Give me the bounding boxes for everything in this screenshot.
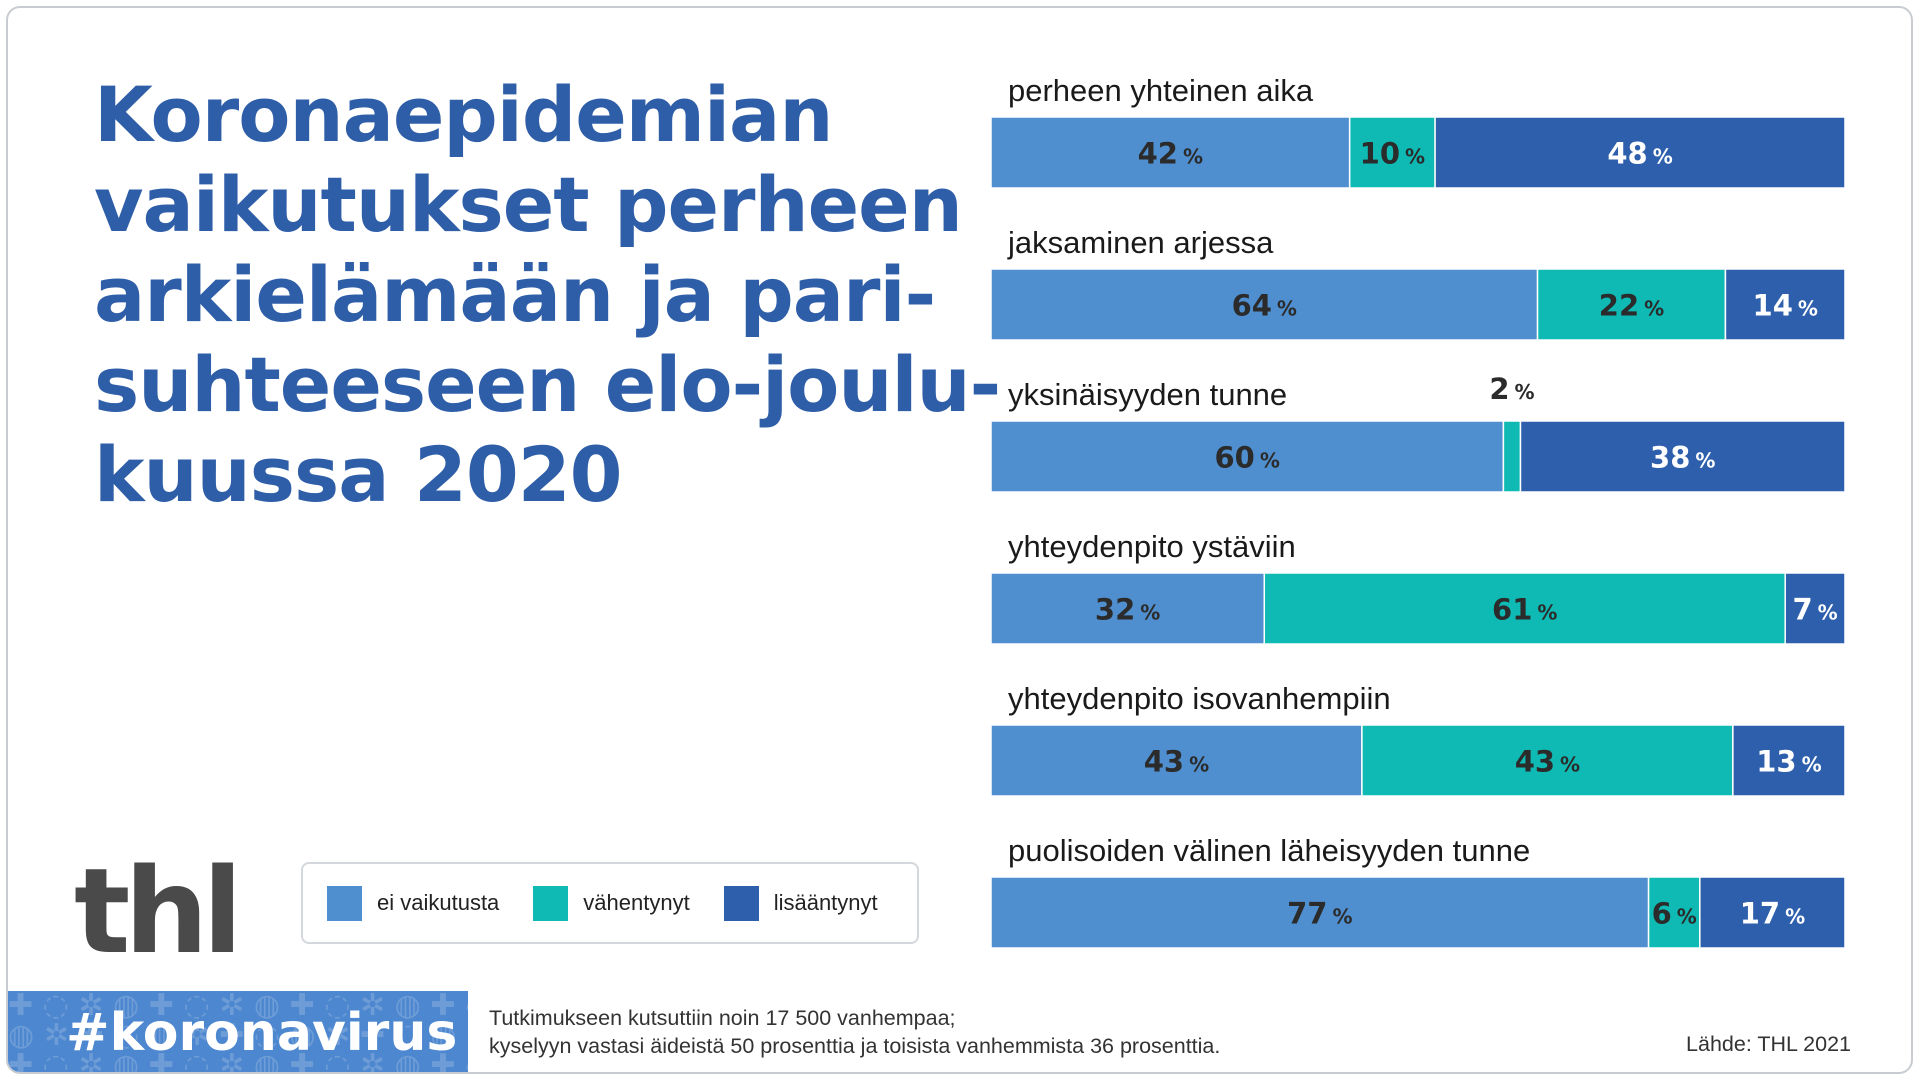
bar-segment-vahentynyt	[1647, 876, 1701, 949]
data-label: 38%	[1650, 441, 1715, 475]
bar-row: jaksaminen arjessa 64% 22% 14%	[990, 225, 1846, 341]
category-label: puolisoiden välinen läheisyyden tunne	[1008, 833, 1530, 868]
source-label: Lähde: THL 2021	[1686, 1032, 1851, 1056]
category-label: perheen yhteinen aika	[1008, 73, 1314, 108]
bar-segment-lisaantynyt	[1784, 572, 1846, 645]
category-label: yhteydenpito ystäviin	[1008, 529, 1296, 564]
data-label: 6%	[1652, 897, 1697, 931]
banner-pattern: ✚ ◌ ✲ ◍ ✚ ◌ ✲ ◍ ✚ ◌ ✲ ◍ ✚ ◌ ✲◍ ✲ ✚ ◌ ◍ ✲…	[8, 991, 468, 1074]
bar-segment-lisaantynyt	[1519, 420, 1846, 493]
data-label: 32%	[1095, 593, 1160, 627]
bar-segment-vahentynyt	[1348, 116, 1436, 189]
data-label: 10%	[1360, 137, 1425, 171]
bar-segment-ei-vaikutusta	[990, 876, 1650, 949]
title-line: kuussa 2020	[94, 430, 623, 519]
bar-segment-lisaantynyt	[1724, 268, 1846, 341]
bar-segment-ei-vaikutusta	[990, 268, 1539, 341]
bar-row: yksinäisyyden tunne 60 % 2 % 38%	[990, 372, 1846, 493]
infographic-card: Koronaepidemian vaikutukset perheen arki…	[6, 6, 1913, 1074]
footnote-line: Tutkimukseen kutsuttiin noin 17 500 vanh…	[489, 1006, 956, 1030]
bar-segment-ei-vaikutusta	[990, 572, 1266, 645]
legend-swatch	[723, 885, 759, 921]
data-label: 17%	[1740, 897, 1805, 931]
data-label: 77%	[1287, 897, 1352, 931]
hashtag-text: #koronavirus	[66, 1003, 458, 1063]
data-label: 22%	[1599, 289, 1664, 323]
data-label: 48%	[1607, 137, 1672, 171]
data-label: 61%	[1492, 593, 1557, 627]
bar-segment-vahentynyt	[1502, 420, 1522, 493]
legend-label: vähentynyt	[583, 890, 690, 915]
data-label: 64%	[1232, 289, 1297, 323]
bar-segment-vahentynyt	[1361, 724, 1734, 797]
bar-row: yhteydenpito ystäviin 32% 61% 7%	[990, 529, 1846, 645]
bar-segment-ei-vaikutusta	[990, 420, 1505, 493]
legend-label: lisääntynyt	[773, 890, 878, 915]
stacked-bar-chart: perheen yhteinen aika 42% 10% 48 % jaksaminen…	[990, 73, 1846, 949]
bar-segment-ei-vaikutusta	[990, 116, 1351, 189]
data-label: 42%	[1138, 137, 1203, 171]
chart-legend: ei vaikutusta vähentynyt lisääntynyt	[301, 862, 919, 944]
data-label: 14%	[1753, 289, 1818, 323]
bar-segment-lisaantynyt	[1732, 724, 1846, 797]
bar-segment-lisaantynyt	[1434, 116, 1846, 189]
data-label: 43%	[1144, 745, 1209, 779]
data-label: 43%	[1515, 745, 1580, 779]
category-label: jaksaminen arjessa	[1007, 225, 1274, 260]
legend-item-vahentynyt: vähentynyt	[533, 885, 690, 921]
data-label: 60%	[1214, 441, 1279, 475]
thl-logo: thl	[74, 842, 243, 980]
bar-segment-lisaantynyt	[1699, 876, 1846, 949]
data-label: 2%	[1489, 372, 1534, 406]
bar-row: yhteydenpito isovanhempiin 43% 43% 13%	[990, 681, 1846, 797]
bar-segment-ei-vaikutusta	[990, 724, 1363, 797]
footnote: Tutkimukseen kutsuttiin noin 17 500 vanh…	[489, 1004, 1220, 1060]
legend-item-lisaantynyt: lisääntynyt	[723, 885, 878, 921]
legend-item-ei-vaikutusta: ei vaikutusta	[327, 885, 500, 921]
hashtag-banner: ✚ ◌ ✲ ◍ ✚ ◌ ✲ ◍ ✚ ◌ ✲ ◍ ✚ ◌ ✲◍ ✲ ✚ ◌ ◍ ✲…	[8, 991, 468, 1074]
bar-segment-vahentynyt	[1536, 268, 1727, 341]
title-line: Koronaepidemian	[94, 70, 833, 159]
title-line: arkielämään ja pari-	[94, 250, 936, 339]
page-title: Koronaepidemian vaikutukset perheen arki…	[94, 70, 1001, 520]
legend-swatch	[327, 885, 362, 921]
category-label: yksinäisyyden tunne	[1008, 377, 1287, 412]
legend-label: ei vaikutusta	[377, 890, 500, 915]
bar-segment-vahentynyt	[1263, 572, 1786, 645]
legend-swatch	[533, 885, 569, 921]
category-label: yhteydenpito isovanhempiin	[1008, 681, 1391, 716]
bar-row: puolisoiden välinen läheisyyden tunne 77%…	[990, 833, 1846, 949]
title-line: vaikutukset perheen	[94, 160, 963, 249]
data-label: 13%	[1756, 745, 1821, 779]
title-line: suhteeseen elo-joulu-	[94, 340, 1001, 429]
data-label: 7%	[1792, 593, 1837, 627]
footnote-line: kyselyyn vastasi äideistä 50 prosenttia …	[489, 1034, 1221, 1058]
bar-row: perheen yhteinen aika 42% 10% 48%	[990, 73, 1846, 189]
